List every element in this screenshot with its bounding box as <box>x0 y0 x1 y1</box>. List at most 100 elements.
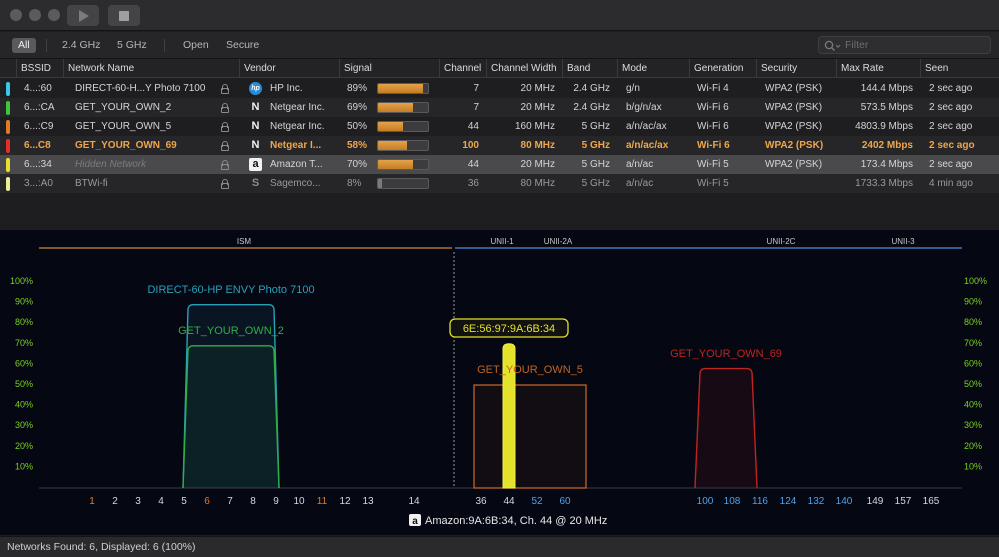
network-label-direct-60: DIRECT-60-HP ENVY Photo 7100 <box>147 284 314 296</box>
max-rate-cell: 4803.9 Mbps <box>855 121 913 132</box>
seen-cell: 2 sec ago <box>929 159 973 170</box>
column-header-channel[interactable]: Channel <box>439 59 486 78</box>
lock-icon <box>221 103 229 113</box>
signal-cell: 58% <box>347 140 368 151</box>
minimize-window-button[interactable] <box>29 9 41 21</box>
signal-strength-bar <box>377 178 429 189</box>
stop-button[interactable] <box>108 5 140 26</box>
channel-cell: 36 <box>467 178 479 189</box>
bssid-cell: 4...:60 <box>24 83 52 94</box>
sagemcom-logo-icon: S <box>251 177 260 189</box>
x-tick-label: 116 <box>752 496 768 507</box>
x-tick-label: 3 <box>135 496 141 507</box>
channel-cell: 44 <box>467 159 479 170</box>
x-tick-label: 2 <box>112 496 118 507</box>
filter-input[interactable] <box>845 38 985 52</box>
table-row[interactable]: 6...:C9 GET_YOUR_OWN_5 N Netgear Inc. 50% 44 1… <box>0 117 999 136</box>
table-row[interactable]: 6...C8 GET_YOUR_OWN_69 N Netgear I... 58% 100… <box>0 136 999 155</box>
security-cell: WPA2 (PSK) <box>765 102 823 113</box>
column-header-seen[interactable]: Seen <box>920 59 999 78</box>
column-header-vendor[interactable]: Vendor <box>239 59 339 78</box>
close-window-button[interactable] <box>10 9 22 21</box>
filter-secure-button[interactable]: Secure <box>226 39 260 51</box>
vendor-cell: Amazon T... <box>270 159 323 170</box>
network-tooltip-text: 6E:56:97:9A:6B:34 <box>463 323 555 335</box>
y-tick-left: 60% <box>15 358 33 368</box>
y-tick-right: 60% <box>964 358 982 368</box>
play-button[interactable] <box>67 5 99 26</box>
column-header-max-rate[interactable]: Max Rate <box>836 59 920 78</box>
divider <box>164 39 165 52</box>
column-header-signal[interactable]: Signal <box>339 59 439 78</box>
security-cell <box>765 174 835 193</box>
column-header-mode[interactable]: Mode <box>617 59 689 78</box>
signal-strength-bar <box>377 83 429 94</box>
column-header-security[interactable]: Security <box>756 59 836 78</box>
zoom-window-button[interactable] <box>48 9 60 21</box>
mode-cell: a/n/ac/ax <box>626 121 667 132</box>
mode-cell: a/n/ac <box>626 159 654 170</box>
x-tick-label: 157 <box>895 496 912 507</box>
x-tick-label: 60 <box>559 496 571 507</box>
channel-width-cell: 80 MHz <box>520 178 555 189</box>
network-color-marker <box>6 82 10 96</box>
lock-icon <box>221 160 229 170</box>
generation-cell: Wi-Fi 6 <box>697 140 730 151</box>
signal-cell: 89% <box>347 83 368 94</box>
max-rate-cell: 173.4 Mbps <box>860 159 913 170</box>
y-tick-left: 80% <box>15 317 33 327</box>
y-tick-left: 20% <box>15 441 33 451</box>
table-row[interactable]: 3...:A0 BTWi-fi S Sagemco... 8% 36 80 MHz 5 GHz… <box>0 174 999 193</box>
band-label: UNII-2A <box>544 237 573 246</box>
band-cell: 5 GHz <box>581 140 610 151</box>
signal-strength-fill <box>378 103 413 112</box>
seen-cell: 2 sec ago <box>929 102 973 113</box>
signal-cell: 69% <box>347 102 368 113</box>
amazon-logo-glyph: a <box>412 516 418 527</box>
filter-all-button[interactable]: All <box>12 38 36 53</box>
x-tick-label: 44 <box>503 496 515 507</box>
network-color-marker <box>6 158 10 172</box>
mode-cell: g/n <box>626 83 640 94</box>
column-header-channel-width[interactable]: Channel Width <box>486 59 562 78</box>
filter-2-4ghz-button[interactable]: 2.4 GHz <box>62 39 101 51</box>
security-cell: WPA2 (PSK) <box>765 121 823 132</box>
mode-cell: a/n/ac/ax <box>626 140 669 151</box>
network-label-get-your-own-2: GET_YOUR_OWN_2 <box>178 325 284 337</box>
column-header-network-name[interactable]: Network Name <box>63 59 239 78</box>
band-cell: 5 GHz <box>581 159 610 170</box>
table-row[interactable]: 6...:34 Hidden Network a Amazon T... 70% 44 20… <box>0 155 999 174</box>
network-name-cell: GET_YOUR_OWN_5 <box>75 121 172 132</box>
network-color-marker <box>6 101 10 115</box>
netgear-logo-icon: N <box>251 101 260 113</box>
lock-icon <box>221 122 229 132</box>
x-tick-label: 149 <box>867 496 884 507</box>
generation-cell: Wi-Fi 5 <box>697 178 729 189</box>
y-tick-left: 70% <box>15 338 33 348</box>
channel-width-cell: 20 MHz <box>520 83 555 94</box>
table-row[interactable]: 6...:CA GET_YOUR_OWN_2 N Netgear Inc. 69% 7 20… <box>0 98 999 117</box>
x-tick-label: 100 <box>697 496 714 507</box>
stop-icon <box>119 10 129 21</box>
network-name-cell: BTWi-fi <box>75 178 108 189</box>
table-row[interactable]: 4...:60 DIRECT-60-H...Y Photo 7100 hp HP In… <box>0 79 999 98</box>
x-tick-label: 165 <box>923 496 940 507</box>
channel-width-cell: 160 MHz <box>514 121 555 132</box>
mode-cell: a/n/ac <box>626 178 654 189</box>
amazon-logo-icon <box>409 514 421 526</box>
x-tick-label: 132 <box>808 496 825 507</box>
signal-cell: 70% <box>347 159 368 170</box>
y-tick-left: 30% <box>15 420 33 430</box>
mode-cell: b/g/n/ax <box>626 102 662 113</box>
seen-cell: 2 sec ago <box>929 140 975 151</box>
filter-open-button[interactable]: Open <box>183 39 209 51</box>
column-header-band[interactable]: Band <box>562 59 617 78</box>
max-rate-cell: 1733.3 Mbps <box>855 178 913 189</box>
filter-5ghz-button[interactable]: 5 GHz <box>117 39 147 51</box>
filter-search-box[interactable] <box>818 36 991 54</box>
network-label-get-your-own-5: GET_YOUR_OWN_5 <box>477 364 583 376</box>
band-label: ISM <box>237 237 252 246</box>
column-header-generation[interactable]: Generation <box>689 59 756 78</box>
column-header-bssid[interactable]: BSSID <box>16 59 63 78</box>
